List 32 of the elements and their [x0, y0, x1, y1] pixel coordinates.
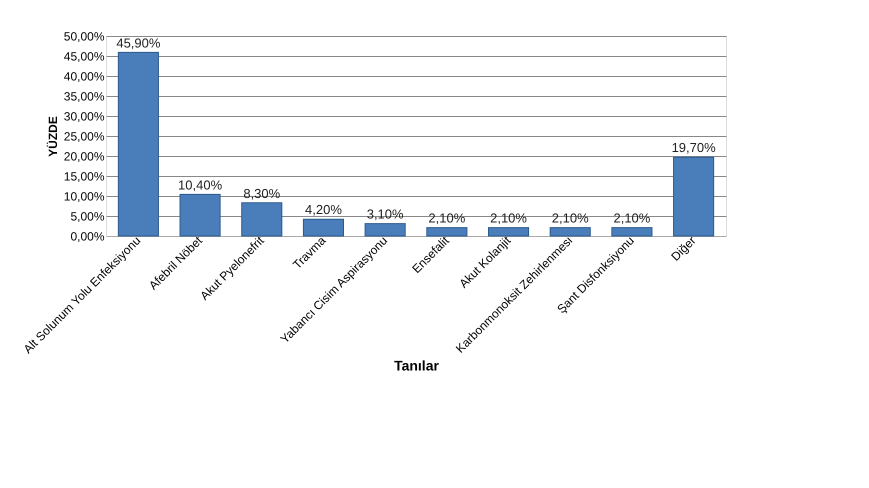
bar [611, 227, 652, 236]
bar [180, 194, 221, 236]
data-label: 45,90% [116, 35, 161, 50]
bar [426, 227, 468, 236]
y-tick-label: 5,00% [70, 210, 105, 224]
data-label: 2,10% [490, 210, 528, 226]
y-tick-label: 20,00% [64, 150, 105, 164]
x-axis-title: Tanılar [394, 358, 440, 374]
bar [118, 52, 159, 236]
data-label: 2,10% [428, 210, 466, 226]
y-tick-label: 50,00% [64, 30, 105, 44]
y-tick-label: 45,00% [64, 50, 105, 64]
y-tick-label: 40,00% [64, 70, 105, 84]
bar [241, 202, 282, 236]
data-label: 3,10% [366, 206, 404, 222]
data-label: 4,20% [305, 202, 342, 218]
bar [364, 223, 406, 236]
data-label: 2,10% [552, 210, 590, 226]
y-tick-label: 10,00% [64, 190, 105, 204]
y-tick-label: 30,00% [64, 110, 105, 124]
bar [550, 227, 591, 236]
data-label: 2,10% [613, 210, 651, 226]
data-label: 10,40% [178, 177, 223, 192]
y-tick-label: 35,00% [64, 90, 105, 104]
data-label: 8,30% [243, 186, 281, 201]
bar [673, 156, 714, 236]
data-label: 19,70% [672, 140, 716, 156]
bar [488, 227, 530, 236]
bar [302, 218, 344, 236]
y-tick-label: 25,00% [64, 130, 105, 144]
y-tick-label: 15,00% [64, 170, 105, 184]
y-axis-title: YÜZDE [46, 116, 60, 157]
